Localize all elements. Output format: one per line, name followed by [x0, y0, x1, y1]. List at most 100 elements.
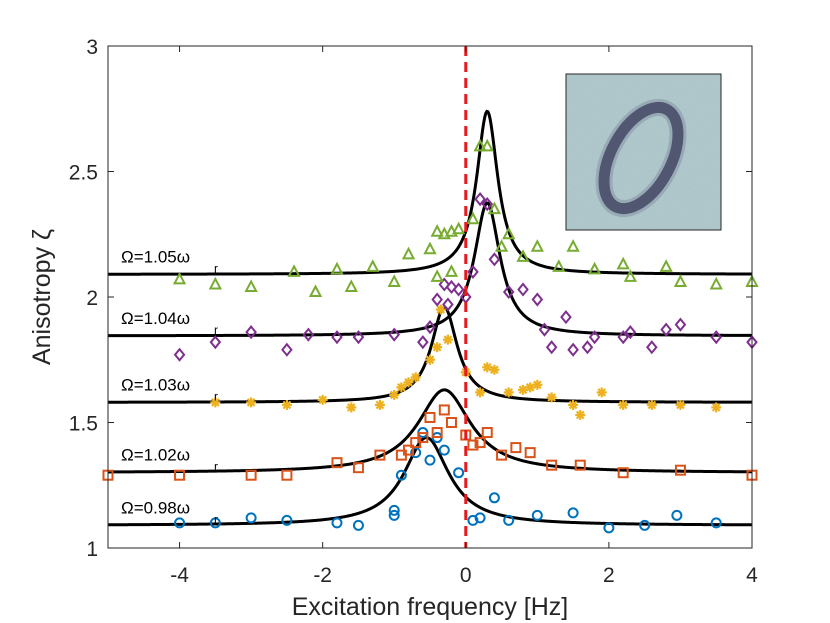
curve-label-subscript: r	[214, 512, 218, 526]
data-point-diamond	[517, 282, 529, 297]
asterisk-stroke	[346, 403, 356, 412]
data-point-triangle	[566, 239, 580, 252]
data-point-diamond	[452, 282, 465, 297]
data-point-circle	[671, 509, 683, 521]
data-point-diamond	[424, 320, 436, 335]
asterisk-stroke	[490, 365, 499, 375]
data-point-square	[445, 417, 457, 428]
data-point-triangle	[494, 239, 509, 252]
asterisk-stroke	[425, 355, 435, 365]
curve-label-subscript: r	[214, 389, 218, 403]
data-point-triangle	[430, 224, 444, 237]
x-tick-label: 0	[460, 564, 472, 587]
inset-ring-halo	[595, 98, 687, 218]
data-point-asterisk	[389, 389, 400, 400]
data-point-asterisk	[374, 399, 385, 410]
data-point-asterisk	[646, 399, 657, 410]
data-point-diamond	[331, 330, 343, 345]
data-point-diamond	[438, 277, 451, 292]
x-tick-label: -2	[313, 564, 332, 587]
data-point-triangle	[623, 269, 638, 282]
inset-frame	[565, 73, 722, 231]
asterisk-stroke	[676, 400, 685, 410]
data-point-square	[617, 467, 629, 479]
data-point-square	[438, 404, 450, 416]
data-point-triangle	[466, 211, 480, 225]
asterisk-stroke	[211, 398, 220, 407]
data-point-triangle	[423, 241, 437, 255]
data-point-square	[546, 459, 558, 471]
data-point-square	[431, 427, 443, 439]
data-point-circle	[603, 522, 615, 534]
data-point-asterisk	[410, 372, 421, 383]
data-point-triangle	[366, 259, 380, 272]
data-point-triangle	[587, 261, 602, 275]
data-point-triangle	[308, 284, 323, 297]
data-point-asterisk	[435, 304, 446, 315]
asterisk-stroke	[389, 390, 399, 400]
data-point-triangle	[330, 261, 344, 275]
data-point-triangle	[451, 221, 466, 235]
data-point-triangle	[673, 274, 688, 287]
data-point-asterisk	[281, 399, 292, 410]
data-point-asterisk	[546, 392, 557, 403]
inset-image	[565, 73, 722, 231]
data-point-triangle	[430, 269, 444, 282]
asterisk-stroke	[504, 388, 514, 397]
data-point-triangle	[473, 138, 487, 152]
data-point-circle	[245, 512, 257, 524]
data-point-diamond	[467, 264, 479, 279]
data-point-diamond	[445, 279, 458, 295]
data-point-asterisk	[246, 397, 257, 408]
y-tick-label: 3	[86, 36, 98, 59]
data-point-asterisk	[596, 387, 607, 398]
data-point-diamond	[388, 327, 401, 342]
data-point-diamond	[502, 284, 515, 300]
data-point-diamond	[660, 322, 672, 337]
data-point-circle	[174, 517, 186, 529]
x-axis-label: Excitation frequency [Hz]	[292, 593, 569, 621]
data-point-circle	[503, 514, 515, 526]
curve-label-subscript: r	[214, 261, 218, 275]
data-point-diamond	[617, 330, 629, 345]
asterisk-stroke	[647, 400, 657, 410]
data-point-diamond	[588, 330, 601, 345]
data-point-diamond	[624, 325, 637, 340]
data-point-asterisk	[432, 342, 443, 353]
data-point-diamond	[538, 322, 551, 337]
data-point-triangle	[344, 279, 358, 292]
data-point-asterisk	[475, 387, 486, 398]
data-point-circle	[395, 469, 407, 481]
data-point-circle	[474, 512, 486, 524]
data-point-asterisk	[210, 397, 221, 408]
data-point-diamond	[417, 335, 429, 350]
data-point-diamond	[481, 197, 494, 212]
asterisk-stroke	[443, 335, 453, 344]
data-point-circle	[438, 444, 450, 456]
asterisk-stroke	[547, 393, 556, 402]
data-point-diamond	[581, 340, 594, 355]
data-point-square	[281, 469, 293, 481]
data-point-square	[474, 437, 486, 449]
fit-curve	[107, 388, 752, 474]
x-tick-label: 2	[603, 564, 615, 587]
data-point-asterisk	[675, 399, 686, 410]
x-axis-ticks: -4 -2 0 2 4	[170, 46, 758, 587]
data-point-diamond	[567, 342, 579, 357]
data-point-square	[403, 444, 415, 456]
asterisk-stroke	[318, 395, 327, 405]
data-point-triangle	[387, 274, 401, 287]
data-point-triangle	[709, 276, 723, 290]
data-point-asterisk	[575, 409, 586, 420]
data-point-triangle	[659, 259, 673, 272]
data-point-asterisk	[711, 402, 722, 413]
data-point-triangle	[172, 271, 187, 285]
asterisk-stroke	[436, 305, 446, 314]
data-point-diamond	[545, 340, 558, 355]
fit-curve	[108, 109, 752, 276]
data-point-square	[510, 442, 522, 454]
y-tick-label: 1	[86, 538, 98, 561]
data-point-diamond	[674, 317, 687, 332]
fit-curve	[108, 436, 752, 527]
data-point-diamond	[531, 292, 544, 307]
